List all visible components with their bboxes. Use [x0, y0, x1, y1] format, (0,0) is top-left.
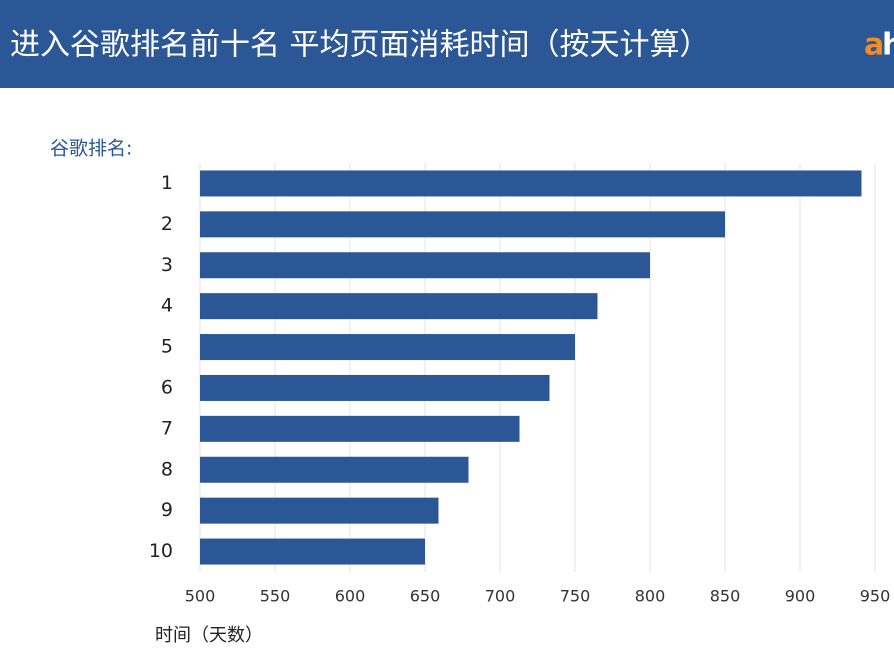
y-tick-label: 2: [161, 213, 173, 235]
x-tick-label: 700: [485, 587, 516, 606]
y-tick-label: 8: [161, 458, 173, 480]
bar: [200, 293, 598, 320]
y-tick-label: 9: [161, 499, 173, 521]
x-tick-label: 600: [335, 587, 366, 606]
y-axis-label: 谷歌排名:: [50, 138, 132, 160]
bar: [200, 170, 862, 197]
x-tick-label: 750: [560, 587, 591, 606]
bar: [200, 374, 550, 401]
x-tick-label: 850: [710, 587, 741, 606]
chart-title: 进入谷歌排名前十名 平均页面消耗时间（按天计算）: [10, 28, 710, 63]
bar: [200, 497, 439, 524]
x-tick-label: 550: [260, 587, 291, 606]
bar: [200, 211, 725, 238]
y-tick-label: 5: [161, 336, 173, 358]
bar: [200, 456, 469, 483]
y-tick-label: 10: [149, 540, 173, 562]
x-tick-label: 950: [860, 587, 891, 606]
bar: [200, 415, 520, 442]
y-tick-label: 4: [161, 295, 173, 317]
y-tick-label: 1: [161, 172, 173, 194]
y-tick-label: 6: [161, 376, 173, 398]
y-tick-label: 7: [161, 417, 173, 439]
bar: [200, 538, 425, 565]
y-tick-label: 3: [161, 254, 173, 276]
bar: [200, 334, 575, 361]
logo-a: a: [864, 28, 884, 63]
bar: [200, 252, 650, 279]
header-banner: [0, 0, 894, 88]
x-tick-label: 500: [185, 587, 216, 606]
x-tick-label: 900: [785, 587, 816, 606]
x-tick-label: 650: [410, 587, 441, 606]
x-axis-label: 时间（天数）: [155, 625, 263, 646]
x-tick-label: 800: [635, 587, 666, 606]
logo-h: h: [882, 28, 894, 63]
